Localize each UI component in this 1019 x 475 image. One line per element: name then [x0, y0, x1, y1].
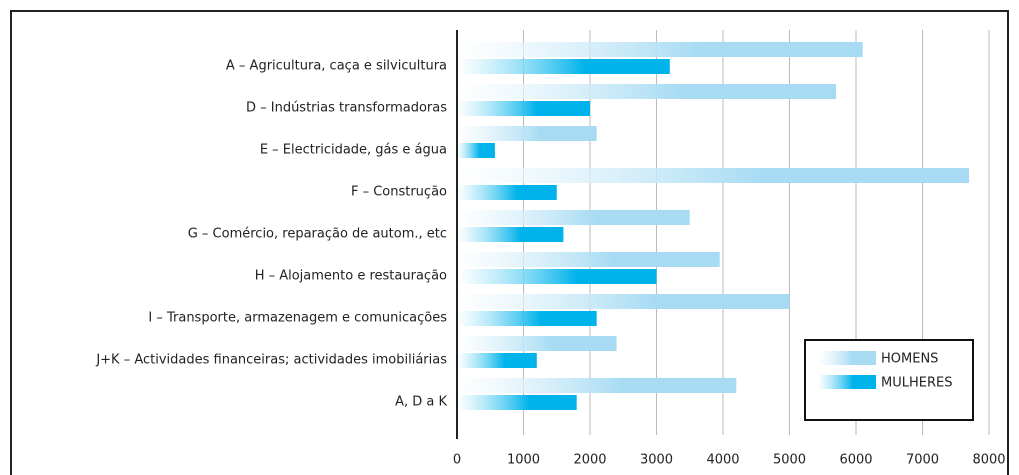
- y-tick-label: I – Transporte, armazenagem e comunicaçõ…: [148, 311, 447, 326]
- bar: [457, 353, 537, 368]
- bar: [457, 269, 657, 284]
- frame: [10, 10, 1009, 475]
- y-tick-label: G – Comércio, reparação de autom., etc: [188, 227, 447, 242]
- y-tick-label: D – Indústrias transformadoras: [246, 101, 447, 116]
- bar: [457, 185, 557, 200]
- legend-label: HOMENS: [881, 352, 938, 367]
- bar: [457, 126, 597, 141]
- y-tick-label: A – Agricultura, caça e silvicultura: [226, 59, 447, 74]
- x-tick-label: 6000: [839, 453, 872, 468]
- bar: [457, 311, 597, 326]
- x-tick-label: 0: [453, 453, 461, 468]
- y-tick-label: H – Alojamento e restauração: [255, 269, 447, 284]
- x-tick-label: 8000: [972, 453, 1005, 468]
- bar: [457, 143, 495, 158]
- y-tick-label: F – Construção: [351, 185, 447, 200]
- bar: [457, 42, 863, 57]
- y-tick-label: J+K – Actividades financeiras; actividad…: [95, 353, 447, 368]
- legend-swatch: [818, 375, 876, 389]
- bar: [457, 378, 737, 393]
- legend-label: MULHERES: [881, 376, 952, 391]
- bar: [457, 336, 617, 351]
- bar: [457, 294, 790, 309]
- x-tick-label: 4000: [706, 453, 739, 468]
- bar: [457, 84, 837, 99]
- bar: [457, 168, 970, 183]
- x-tick-label: 2000: [573, 453, 606, 468]
- bar: [457, 101, 590, 116]
- bar: [457, 210, 690, 225]
- bar: [457, 252, 720, 267]
- bar: [457, 59, 670, 74]
- legend-swatch: [818, 351, 876, 365]
- x-tick-label: 3000: [640, 453, 673, 468]
- bar: [457, 227, 564, 242]
- y-tick-label: A, D a K: [395, 395, 447, 410]
- bar: [457, 395, 577, 410]
- y-tick-label: E – Electricidade, gás e água: [260, 143, 447, 158]
- x-tick-label: 1000: [507, 453, 540, 468]
- x-tick-label: 7000: [906, 453, 939, 468]
- x-tick-label: 5000: [773, 453, 806, 468]
